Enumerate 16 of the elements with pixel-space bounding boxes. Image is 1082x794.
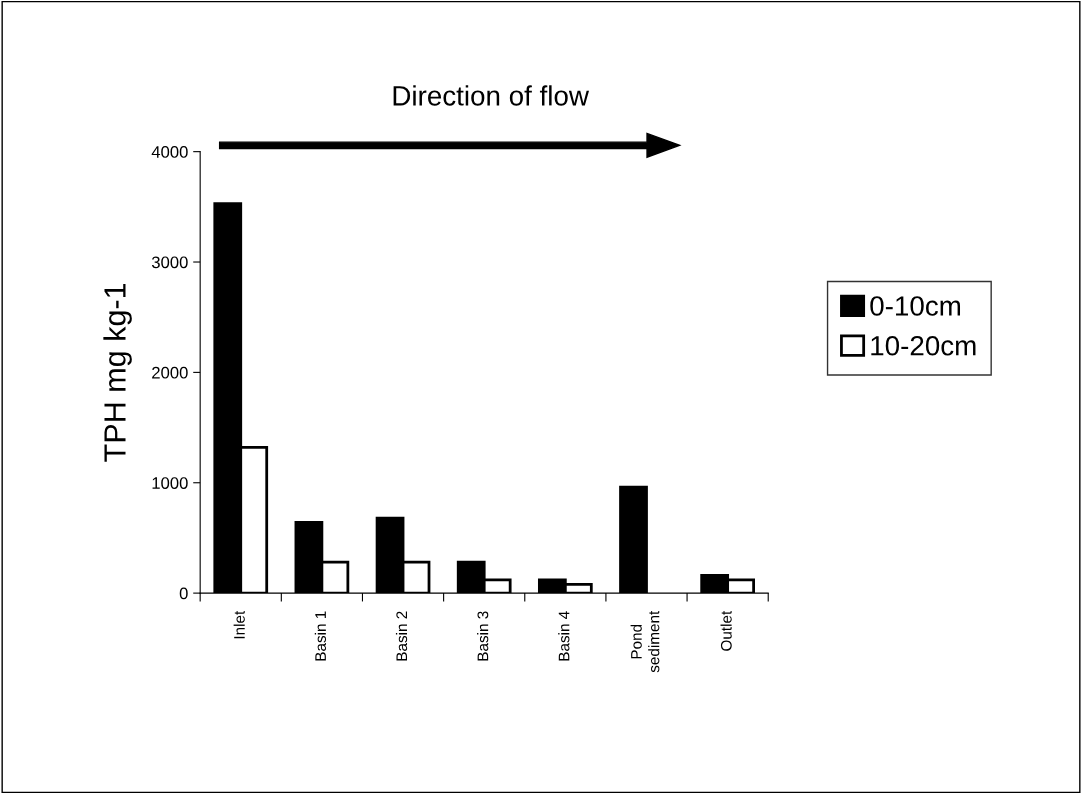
y-tick-label: 0 — [179, 587, 188, 600]
x-tick-label: Inlet — [233, 610, 245, 639]
x-tick-label: Basin 3 — [477, 611, 489, 661]
legend-label: 0-10cm — [870, 296, 961, 316]
x-tick-label: Pond sediment — [630, 610, 660, 673]
y-tick-label: 4000 — [151, 146, 188, 158]
x-tick-label: Basin 2 — [395, 611, 408, 661]
x-tick-label: Basin 4 — [558, 611, 570, 661]
y-axis-title: TPH mg kg-1 — [103, 283, 132, 462]
legend-label: 10-20cm — [871, 335, 976, 356]
x-tick-label: Basin 1 — [314, 611, 326, 661]
text: Direction of flow — [393, 85, 590, 106]
x-tick-label: Outlet — [720, 610, 732, 651]
y-tick-label: 1000 — [152, 477, 188, 489]
y-tick-label: 3000 — [151, 256, 188, 269]
y-tick-label: 2000 — [152, 366, 188, 379]
